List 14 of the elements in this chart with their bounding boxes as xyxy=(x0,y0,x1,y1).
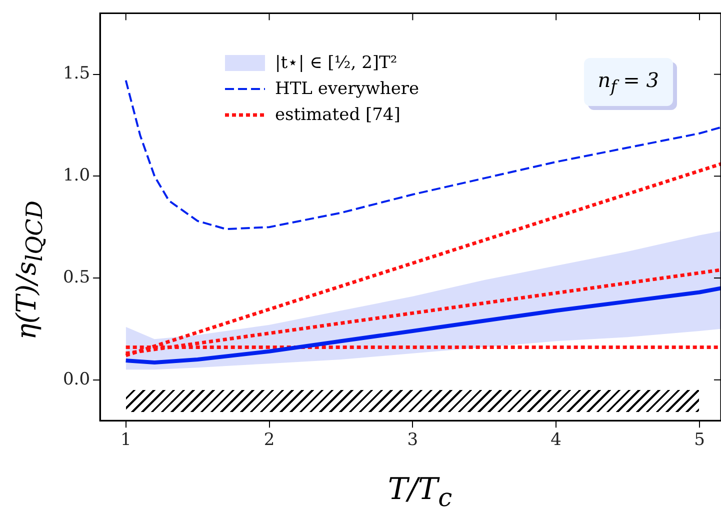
x-tick-label: 4 xyxy=(550,430,562,450)
y-tick-label: 1.5 xyxy=(62,64,90,84)
y-tick-label: 1.0 xyxy=(62,166,90,186)
y-tick-label: 0.5 xyxy=(62,267,90,288)
legend-label: HTL everywhere xyxy=(275,78,420,101)
annotation: n$_{f}$ = 3 xyxy=(584,58,673,106)
x-tick-label: 3 xyxy=(407,430,418,450)
y-tick-label: 0.0 xyxy=(62,369,90,390)
x-tick-label: 5 xyxy=(694,430,705,450)
x-axis-title: T/T$_{c}$ xyxy=(386,472,454,512)
legend-label: estimated [74] xyxy=(275,104,400,127)
x-tick-label: 1 xyxy=(120,430,132,450)
x-tick-label: 2 xyxy=(264,430,275,450)
legend-label: |t⋆| ∈ [½, 2]T² xyxy=(275,52,398,75)
